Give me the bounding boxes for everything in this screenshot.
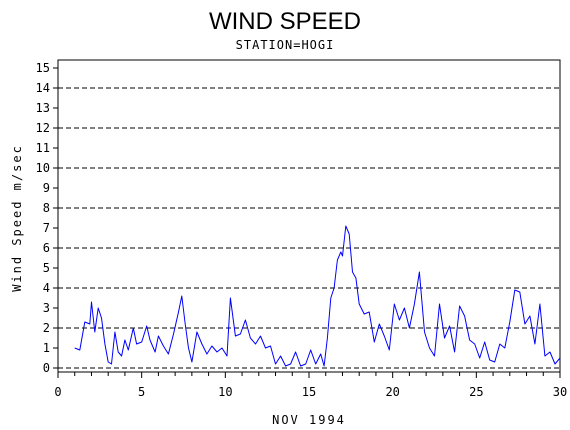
y-tick-label: 2 [43,321,50,335]
y-axis-label: Wind Speed m/sec [10,144,24,292]
x-tick-label: 30 [553,385,567,399]
x-tick-label: 25 [469,385,483,399]
chart-title: WIND SPEED [209,8,361,35]
x-tick-label: 10 [218,385,232,399]
x-tick-label: 20 [385,385,399,399]
y-tick-label: 13 [36,101,50,115]
plot-frame [57,59,561,373]
y-tick-label: 6 [43,241,50,255]
y-tick-label: 9 [43,181,50,195]
y-tick-label: 4 [43,281,50,295]
y-tick-label: 12 [36,121,50,135]
x-tick-label: 15 [302,385,316,399]
y-tick-label: 11 [36,141,50,155]
x-tick-label: 0 [54,385,61,399]
gridlines [58,87,560,369]
x-tick-label: 5 [138,385,145,399]
chart-subtitle: STATION=HOGI [236,38,335,52]
y-tick-label: 3 [43,301,50,315]
y-tick-label: 14 [36,81,50,95]
y-tick-label: 0 [43,361,50,375]
y-tick-label: 10 [36,161,50,175]
y-tick-label: 7 [43,221,50,235]
y-tick-label: 5 [43,261,50,275]
series-line-0 [74,225,561,367]
x-axis: 0 5 10 15 20 25 30 [54,372,567,399]
x-axis-label: NOV 1994 [272,413,346,427]
y-tick-label: 1 [43,341,50,355]
y-tick-label: 15 [36,61,50,75]
y-tick-label: 8 [43,201,50,215]
data-series [74,225,561,367]
